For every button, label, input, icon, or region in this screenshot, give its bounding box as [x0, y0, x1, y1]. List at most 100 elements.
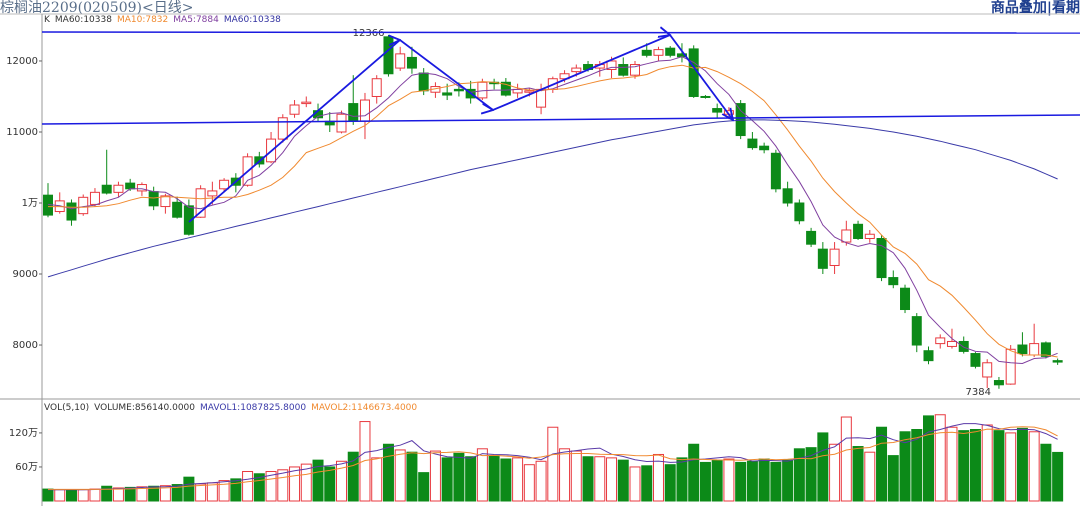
candle-body: [935, 337, 946, 345]
candle-body: [1040, 342, 1051, 357]
volume-bar: [406, 451, 418, 502]
candle-body: [113, 184, 124, 193]
candle-body: [289, 104, 300, 115]
candle-body: [125, 182, 136, 190]
legend-item: MAVOL1:1087825.8000: [200, 403, 307, 413]
y-tick-label: 120万: [9, 428, 38, 439]
legend-item: MA60:10338: [223, 15, 281, 25]
candle-body: [759, 145, 770, 151]
candle-body: [66, 202, 77, 221]
ma-line: [47, 119, 1058, 278]
volume-bar: [124, 486, 136, 502]
y-tick-label: 1万: [22, 198, 38, 209]
candle-body: [958, 340, 969, 352]
volume-bar: [699, 461, 711, 502]
volume-bar: [183, 476, 195, 502]
candle-body: [418, 72, 429, 92]
legend-item: VOL(5,10): [44, 403, 90, 413]
candle-body: [359, 99, 370, 122]
chart-title: 棕榈油2209(020509)<日线>: [0, 0, 194, 16]
y-tick-label: 8000: [13, 340, 38, 351]
volume-bar: [559, 448, 571, 502]
volume-bar: [382, 443, 394, 502]
volume-bar: [746, 460, 758, 502]
volume-bar: [324, 466, 336, 502]
ma-line: [48, 426, 1058, 490]
legend-item: MAVOL2:1146673.4000: [311, 403, 418, 413]
wave-arrows: [188, 35, 733, 223]
candle-body: [348, 103, 359, 122]
y-tick-label: 12000: [6, 56, 38, 67]
volume-bar: [89, 488, 101, 502]
volume-bar: [934, 414, 946, 502]
candle-body: [876, 238, 887, 279]
volume-bar: [969, 429, 981, 502]
candle-body: [946, 340, 957, 347]
volume-bar: [688, 443, 700, 502]
candle-body: [1029, 343, 1040, 356]
candle-body: [89, 191, 100, 205]
volume-bar: [359, 421, 371, 502]
candle-body: [406, 56, 417, 69]
volume-bar: [946, 426, 958, 502]
candle-body: [536, 88, 547, 108]
volume-bar: [570, 450, 582, 502]
volume-bar: [54, 489, 66, 502]
volume-bar: [441, 457, 453, 502]
volume-bar: [488, 455, 500, 502]
candle-body: [700, 95, 711, 98]
volume-bar: [265, 470, 277, 502]
volume-bar: [347, 451, 359, 502]
volume-bar: [887, 455, 899, 502]
volume-bar: [1040, 443, 1052, 502]
candle-body: [442, 92, 453, 96]
volume-bar: [829, 443, 841, 502]
candle-body: [301, 101, 312, 105]
legend-item: MA5:7884: [173, 15, 219, 25]
link[interactable]: 商品叠加|看期: [990, 0, 1080, 16]
y-tick-label: 9000: [13, 269, 38, 280]
candle-body: [160, 195, 171, 208]
candle-body: [782, 188, 793, 204]
volume-bar: [230, 478, 242, 502]
candle-body: [1017, 344, 1028, 355]
volume-bar: [195, 483, 207, 502]
volume-bar: [535, 460, 547, 502]
candle-body: [970, 353, 981, 367]
volume-bar: [852, 446, 864, 502]
volume-bar: [770, 461, 782, 502]
volume-bar: [911, 429, 923, 502]
candle-body: [653, 49, 664, 56]
volume-bar: [899, 431, 911, 502]
candle-body: [195, 188, 206, 218]
volume-bar: [500, 458, 512, 502]
candle-body: [829, 248, 840, 266]
legend-item: K: [44, 15, 50, 25]
volume-bar: [923, 415, 934, 502]
volume-bar: [312, 459, 324, 502]
candle-body: [911, 316, 922, 346]
volume-bar: [805, 447, 817, 502]
candle-body: [1005, 348, 1016, 385]
volume-bar: [617, 459, 629, 502]
candle-body: [900, 287, 911, 311]
volume-bar: [840, 416, 852, 502]
volume-bar: [723, 458, 735, 502]
volume-bar: [664, 464, 676, 502]
candle-body: [453, 88, 464, 92]
candle-body: [371, 78, 382, 97]
volume-bar: [512, 457, 524, 502]
volume-bar: [465, 456, 477, 502]
candle-body: [923, 350, 934, 362]
y-tick-label: 60万: [15, 462, 38, 473]
volume-bar: [782, 459, 794, 502]
volume-bar: [711, 459, 723, 502]
volume-bar: [606, 457, 618, 502]
candle-body: [172, 201, 183, 218]
candle-body: [219, 179, 230, 190]
candle-body: [571, 67, 582, 73]
volume-bar: [735, 461, 747, 502]
volume-bar: [547, 426, 559, 502]
candle-body: [817, 248, 828, 269]
